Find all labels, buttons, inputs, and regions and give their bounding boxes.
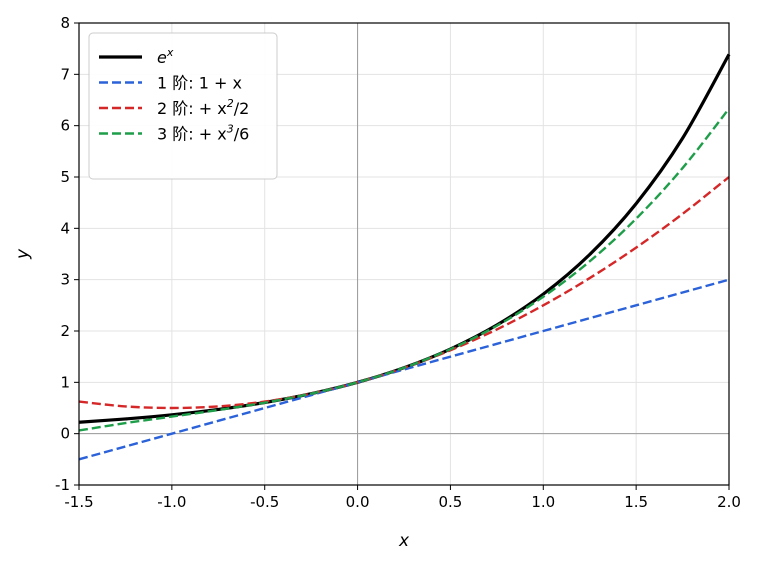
legend-entry-3: 3 阶: + x3/6	[157, 123, 249, 144]
legend-entry-2: 2 阶: + x2/2	[157, 97, 249, 118]
legend: ex 1 阶: 1 + x 2 阶: + x2/2 3 阶: + x3/6	[88, 32, 278, 180]
x-tick-label: 0.5	[438, 493, 462, 511]
x-tick-label: 0.0	[346, 493, 370, 511]
series-line-1	[78, 278, 730, 461]
legend-entry-0: ex	[157, 46, 174, 67]
y-axis-label: y	[13, 248, 33, 260]
y-tick-label: 5	[60, 168, 70, 186]
y-tick-label: 6	[60, 117, 70, 135]
series-line-0	[78, 53, 731, 424]
x-tick-label: -1.0	[157, 493, 186, 511]
y-tick-label: 8	[60, 14, 70, 32]
x-tick-label: -0.5	[250, 493, 279, 511]
legend-box	[88, 32, 278, 180]
plot-frame	[78, 22, 730, 486]
x-tick-label: -1.5	[64, 493, 93, 511]
y-tick-label: 3	[60, 271, 70, 289]
x-tick-label: 1.0	[531, 493, 555, 511]
x-tick-label: 2.0	[717, 493, 741, 511]
series-line-3	[78, 107, 730, 432]
x-axis-label: x	[398, 531, 410, 551]
y-tick-label: 4	[60, 219, 70, 237]
y-tick-label: 2	[60, 322, 70, 340]
zero-axis-lines	[79, 23, 729, 485]
legend-entry-1: 1 阶: 1 + x	[157, 74, 242, 93]
y-tick-label: 0	[60, 425, 70, 443]
y-tick-label: -1	[55, 476, 70, 494]
y-tick-label: 7	[60, 65, 70, 83]
axis-ticks: -1.5 -1.0 -0.5 0.0 0.5 1.0 1.5 2.0 -1 0 1 2 3 4 5 6 7 8	[55, 14, 741, 511]
x-tick-label: 1.5	[624, 493, 648, 511]
series-lines	[78, 53, 731, 461]
y-tick-label: 1	[60, 373, 70, 391]
